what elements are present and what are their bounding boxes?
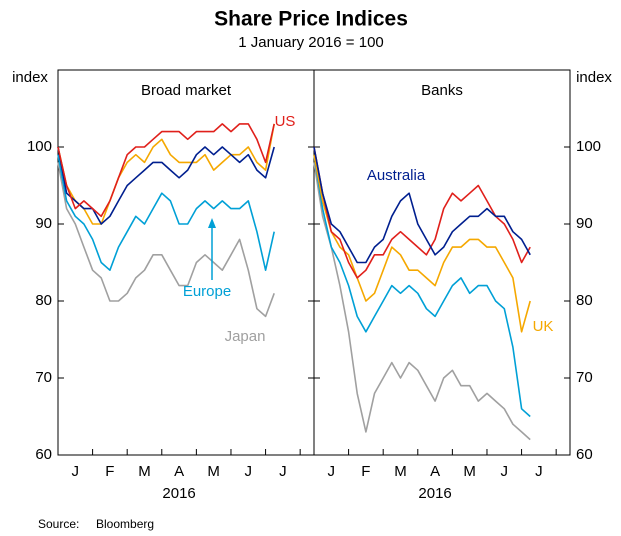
x-tick-label: M — [463, 463, 476, 480]
panel-title: Broad market — [141, 82, 232, 99]
series-line — [313, 162, 531, 441]
y-tick-label: 70 — [35, 369, 52, 386]
x-year-label: 2016 — [162, 485, 195, 502]
y-axis-label: index — [576, 69, 612, 86]
series-line — [313, 154, 531, 418]
y-tick-label: 100 — [27, 138, 52, 155]
y-tick-label: 90 — [35, 215, 52, 232]
x-year-label: 2016 — [418, 485, 451, 502]
y-axis-label: index — [12, 69, 48, 86]
source: Bloomberg — [96, 517, 154, 531]
x-tick-label: A — [430, 463, 440, 480]
y-tick-label: 60 — [576, 446, 593, 463]
x-tick-label: J — [245, 463, 253, 480]
x-tick-label: M — [207, 463, 220, 480]
y-tick-label: 70 — [576, 369, 593, 386]
x-tick-label: J — [501, 463, 509, 480]
label-arrowhead — [208, 218, 216, 228]
series-line — [57, 123, 275, 225]
chart-title: Share Price Indices — [214, 8, 408, 31]
series-line — [313, 154, 531, 333]
series-line — [57, 146, 275, 225]
y-tick-label: 100 — [576, 138, 601, 155]
series-line — [57, 154, 275, 271]
x-tick-label: J — [328, 463, 336, 480]
x-tick-label: J — [72, 463, 80, 480]
series-label: US — [275, 113, 296, 130]
y-tick-label: 90 — [576, 215, 593, 232]
x-tick-label: A — [174, 463, 184, 480]
x-tick-label: F — [361, 463, 370, 480]
y-tick-label: 60 — [35, 446, 52, 463]
series-label: Australia — [367, 167, 426, 184]
panel-title: Banks — [421, 82, 463, 99]
series-label: Europe — [183, 283, 231, 300]
series-line — [57, 162, 275, 318]
x-tick-label: M — [138, 463, 151, 480]
x-tick-label: J — [535, 463, 543, 480]
series-label: Japan — [225, 328, 266, 345]
y-tick-label: 80 — [35, 292, 52, 309]
x-tick-label: M — [394, 463, 407, 480]
y-tick-label: 80 — [576, 292, 593, 309]
series-label: UK — [533, 318, 554, 335]
series-line — [57, 123, 275, 218]
chart-subtitle: 1 January 2016 = 100 — [238, 34, 384, 51]
series-line — [313, 146, 531, 264]
series-line — [313, 146, 531, 279]
source-label: Source: — [38, 517, 79, 531]
x-tick-label: J — [279, 463, 287, 480]
x-tick-label: F — [105, 463, 114, 480]
